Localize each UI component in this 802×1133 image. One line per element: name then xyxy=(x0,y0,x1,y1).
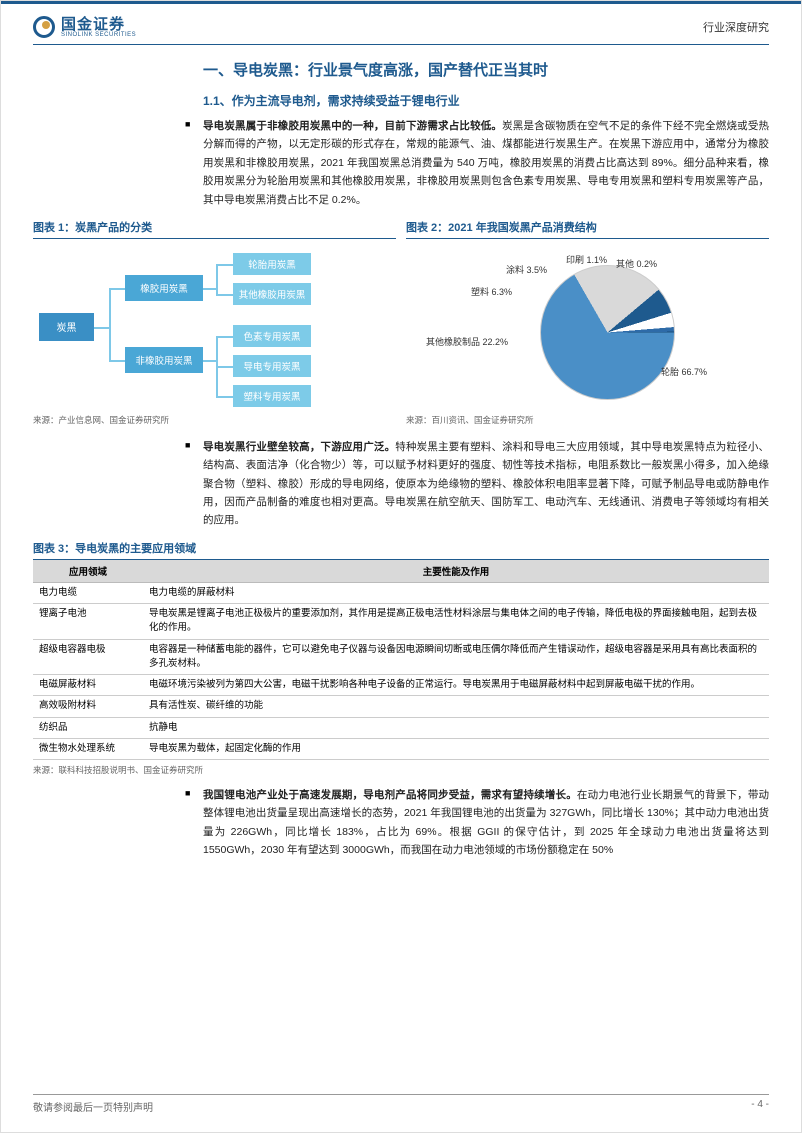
table-title: 图表 3：导电炭黑的主要应用领域 xyxy=(33,540,769,560)
footer: 敬请参阅最后一页特别声明 - 4 - xyxy=(33,1094,769,1114)
chart1-col: 图表 1：炭黑产品的分类 炭黑橡胶用炭黑非橡胶用炭黑轮胎用炭黑其他橡胶用炭黑色素… xyxy=(33,219,396,436)
chart2-source: 来源：百川资讯、国金证券研究所 xyxy=(406,414,769,426)
chart2-col: 图表 2：2021 年我国炭黑产品消费结构 轮胎 66.7%其他橡胶制品 22.… xyxy=(406,219,769,436)
table-source: 来源：联科科技招股说明书、国金证券研究所 xyxy=(33,764,769,776)
logo-en: SINOLINK SECURITIES xyxy=(61,32,136,38)
logo-block: 国金证券 SINOLINK SECURITIES xyxy=(33,16,136,38)
logo-text: 国金证券 SINOLINK SECURITIES xyxy=(61,17,136,38)
content: 国金证券 SINOLINK SECURITIES 行业深度研究 一、导电炭黑：行… xyxy=(1,4,801,860)
footer-disclaimer: 敬请参阅最后一页特别声明 xyxy=(33,1099,153,1114)
header-category: 行业深度研究 xyxy=(703,19,769,35)
p1-bold: 导电炭黑属于非橡胶用炭黑中的一种，目前下游需求占比较低。 xyxy=(203,120,502,132)
applications-table: 应用领域主要性能及作用电力电缆电力电缆的屏蔽材料锂离子电池导电炭黑是锂离子电池正… xyxy=(33,560,769,760)
p2-bold: 导电炭黑行业壁垒较高，下游应用广泛。 xyxy=(203,441,395,453)
paragraph-3: 我国锂电池产业处于高速发展期，导电剂产品将同步受益，需求有望持续增长。在动力电池… xyxy=(203,786,769,860)
footer-page: - 4 - xyxy=(751,1099,769,1114)
section-title: 一、导电炭黑：行业景气度高涨，国产替代正当其时 xyxy=(203,59,769,80)
page: 国金证券 SINOLINK SECURITIES 行业深度研究 一、导电炭黑：行… xyxy=(0,0,802,1133)
chart2-pie-wrap: 轮胎 66.7%其他橡胶制品 22.2%塑料 6.3%涂料 3.5%印刷 1.1… xyxy=(406,245,769,410)
logo-cn: 国金证券 xyxy=(61,17,136,32)
chart1-title: 图表 1：炭黑产品的分类 xyxy=(33,219,396,239)
p2-rest: 特种炭黑主要有塑料、涂料和导电三大应用领域，其中导电炭黑特点为粒径小、结构高、表… xyxy=(203,441,769,527)
header: 国金证券 SINOLINK SECURITIES 行业深度研究 xyxy=(33,16,769,45)
paragraph-1: 导电炭黑属于非橡胶用炭黑中的一种，目前下游需求占比较低。炭黑是含碳物质在空气不足… xyxy=(203,117,769,209)
chart2-title: 图表 2：2021 年我国炭黑产品消费结构 xyxy=(406,219,769,239)
pie-chart xyxy=(540,265,675,400)
logo-icon xyxy=(33,16,55,38)
chart1-tree: 炭黑橡胶用炭黑非橡胶用炭黑轮胎用炭黑其他橡胶用炭黑色素专用炭黑导电专用炭黑塑料专… xyxy=(33,245,396,410)
chart1-source: 来源：产业信息网、国金证券研究所 xyxy=(33,414,396,426)
p3-bold: 我国锂电池产业处于高速发展期，导电剂产品将同步受益，需求有望持续增长。 xyxy=(203,789,577,801)
chart-row: 图表 1：炭黑产品的分类 炭黑橡胶用炭黑非橡胶用炭黑轮胎用炭黑其他橡胶用炭黑色素… xyxy=(33,219,769,436)
p1-rest: 炭黑是含碳物质在空气不足的条件下经不完全燃烧或受热分解而得的产物，以无定形碳的形… xyxy=(203,120,769,206)
paragraph-2: 导电炭黑行业壁垒较高，下游应用广泛。特种炭黑主要有塑料、涂料和导电三大应用领域，… xyxy=(203,438,769,530)
subsection-title: 1.1、作为主流导电剂，需求持续受益于锂电行业 xyxy=(203,92,769,109)
